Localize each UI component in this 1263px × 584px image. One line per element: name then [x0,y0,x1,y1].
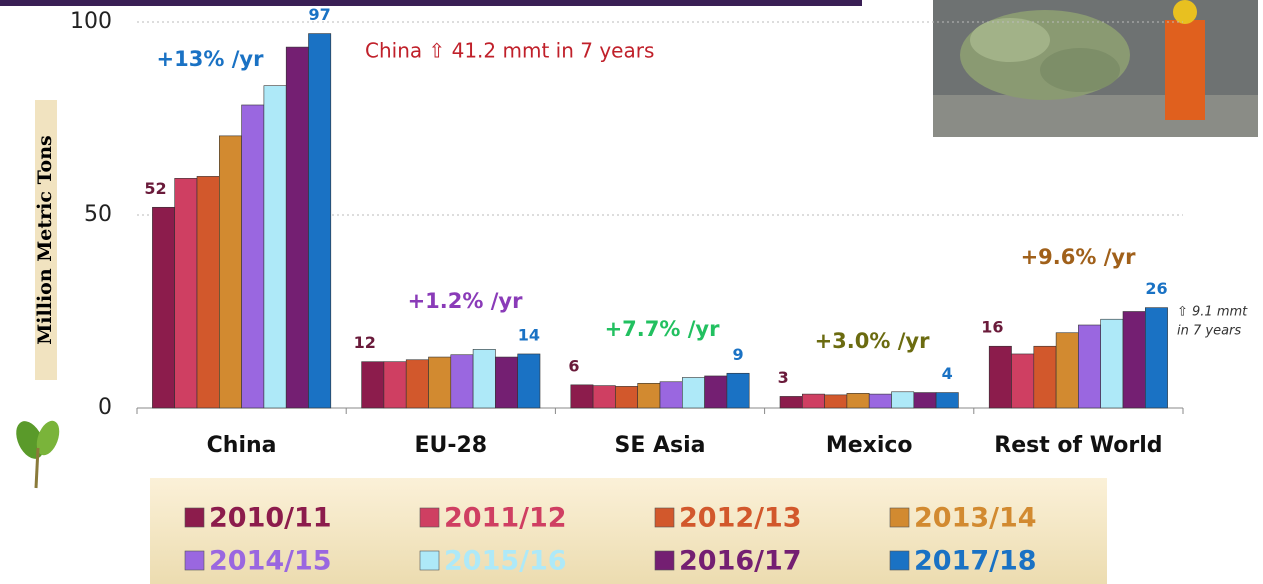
value-label: 14 [518,325,540,344]
annotation: +13% /yr [157,47,265,71]
bar [429,357,451,408]
bar [660,382,682,408]
bar [989,346,1011,408]
value-label: 97 [309,5,331,24]
bar [936,393,958,408]
legend-label: 2012/13 [679,503,802,534]
bar [1123,312,1145,409]
legend-swatch [890,508,909,527]
bar [1101,319,1123,408]
bar [914,393,936,408]
y-tick-label: 100 [70,9,112,34]
value-label: 4 [942,364,953,383]
legend-swatch [890,551,909,570]
bar [518,354,540,408]
top-strip [0,0,862,6]
bar [384,362,406,408]
legend-swatch [655,508,674,527]
photo [933,0,1258,137]
legend-label: 2010/11 [209,503,332,534]
x-tick-label: Rest of World [994,433,1162,458]
legend-label: 2011/12 [444,503,567,534]
bar [197,176,219,408]
annotation: +7.7% /yr [605,317,721,341]
legend-label: 2014/15 [209,546,332,577]
legend-label: 2013/14 [914,503,1037,534]
value-label: 26 [1145,279,1167,298]
value-label: 52 [144,179,166,198]
bar [495,357,517,408]
y-axis-label: Million Metric Tons [34,135,56,344]
bar [593,386,615,408]
value-label: 3 [778,368,789,387]
x-tick-label: SE Asia [614,433,705,458]
bar [264,86,286,408]
x-tick-label: China [207,433,277,458]
annotation: +3.0% /yr [815,329,931,353]
bar [1034,346,1056,408]
legend-swatch [655,551,674,570]
bar [571,385,593,408]
value-label: 9 [732,345,743,364]
annotation: ⇧ 9.1 mmt [1177,305,1248,320]
legend-label: 2015/16 [444,546,567,577]
bar [473,349,495,408]
legend-swatch [420,551,439,570]
bar [682,378,704,408]
bar [242,105,264,408]
bar [869,394,891,408]
bar [638,383,660,408]
plant-icon [11,417,64,488]
value-label: 6 [568,356,579,375]
legend-swatch [420,508,439,527]
annotation: China ⇧ 41.2 mmt in 7 years [365,39,654,63]
legend-label: 2017/18 [914,546,1037,577]
bar [780,396,802,408]
value-label: 16 [981,318,1003,337]
value-label: 12 [354,333,376,352]
x-tick-label: EU-28 [414,433,487,458]
x-tick-label: Mexico [826,433,913,458]
bar [219,136,241,408]
bar [825,395,847,408]
annotation: +1.2% /yr [408,289,524,313]
y-tick-label: 50 [84,202,112,227]
bar [1145,308,1167,408]
annotation: in 7 years [1177,324,1241,339]
bar [451,355,473,408]
bar [802,394,824,408]
bar [705,376,727,408]
bar [1012,354,1034,408]
bar [847,393,869,408]
bar [892,392,914,408]
bar [286,47,308,408]
legend-swatch [185,551,204,570]
bar [309,34,331,408]
chart: Million Metric Tons 0 50 100 China 52 97 EU-28… [0,0,1263,584]
y-tick-label: 0 [98,395,112,420]
bar [1078,325,1100,408]
legend-swatch [185,508,204,527]
bar [727,373,749,408]
bar [1056,333,1078,408]
legend-label: 2016/17 [679,546,802,577]
bar [362,362,384,408]
bar [615,386,637,408]
bar [152,207,174,408]
bar [175,178,197,408]
annotation: +9.6% /yr [1021,245,1137,269]
bar [406,360,428,408]
